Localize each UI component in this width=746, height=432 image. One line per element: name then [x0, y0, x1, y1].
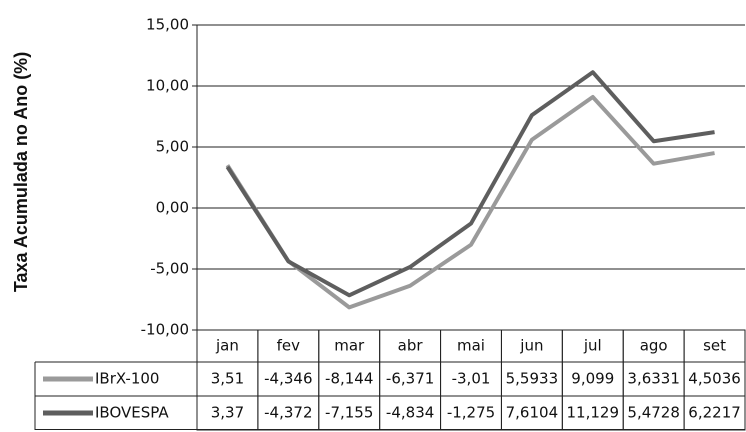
x-tick-label: jan — [215, 337, 239, 355]
y-tick-label: 10,00 — [146, 77, 189, 95]
table-value: 9,099 — [571, 370, 614, 388]
table-value: 3,37 — [211, 404, 244, 422]
x-tick-label: mar — [334, 337, 365, 355]
series-line — [225, 70, 715, 298]
y-tick-label: 0,00 — [156, 199, 189, 217]
legend-label: IBrX-100 — [95, 370, 159, 388]
table-value: 11,129 — [567, 404, 620, 422]
table-value: 3,51 — [211, 370, 244, 388]
table-value: 6,2217 — [688, 404, 741, 422]
x-tick-label: jun — [519, 337, 543, 355]
table-value: 5,4728 — [627, 404, 680, 422]
table-value: -4,834 — [386, 404, 434, 422]
table-value: 5,5933 — [506, 370, 559, 388]
table-value: -7,155 — [325, 404, 373, 422]
x-tick-label: ago — [640, 337, 668, 355]
table-value: -4,346 — [264, 370, 312, 388]
table-value: -6,371 — [386, 370, 434, 388]
x-tick-label: set — [703, 337, 726, 355]
x-tick-label: mai — [457, 337, 485, 355]
table-value: -3,01 — [452, 370, 491, 388]
x-tick-label: jul — [583, 337, 602, 355]
legend-label: IBOVESPA — [95, 404, 169, 422]
table-value: 7,6104 — [506, 404, 559, 422]
series-line — [225, 94, 715, 310]
y-tick-label: -5,00 — [150, 260, 189, 278]
table-value: 3,6331 — [627, 370, 680, 388]
table-value: -1,275 — [447, 404, 495, 422]
y-tick-label: 5,00 — [156, 138, 189, 156]
x-tick-label: abr — [398, 337, 424, 355]
table-value: -8,144 — [325, 370, 373, 388]
y-tick-label: 15,00 — [146, 16, 189, 34]
table-value: -4,372 — [264, 404, 312, 422]
table-value: 4,5036 — [688, 370, 741, 388]
x-tick-label: fev — [277, 337, 301, 355]
y-axis-label: Taxa Acumulada no Ano (%) — [11, 52, 31, 292]
y-tick-label: -10,00 — [141, 321, 189, 339]
